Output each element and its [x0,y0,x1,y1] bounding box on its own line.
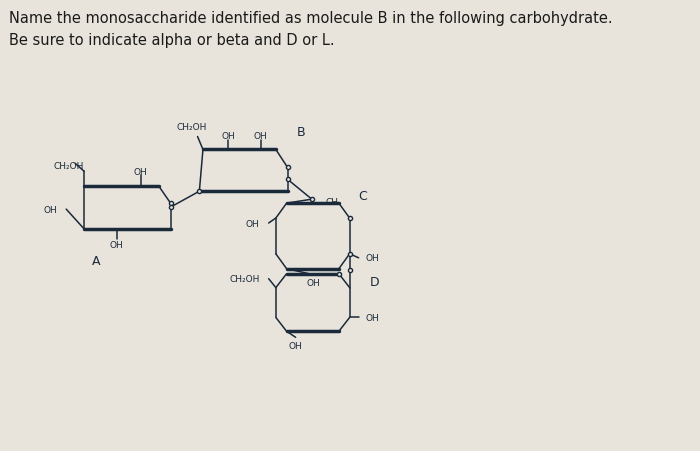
Text: OH: OH [43,205,57,214]
Text: Be sure to indicate alpha or beta and D or L.: Be sure to indicate alpha or beta and D … [8,33,334,48]
Text: OH: OH [289,341,302,350]
Text: CH₂OH: CH₂OH [230,275,260,284]
Text: OH: OH [221,132,235,141]
Text: D: D [370,276,379,289]
Text: Name the monosaccharide identified as molecule B in the following carbohydrate.: Name the monosaccharide identified as mo… [8,11,612,26]
Text: C: C [358,189,368,202]
Text: OH: OH [246,219,260,228]
Text: OH: OH [134,167,148,176]
Text: CH₂OH: CH₂OH [54,161,84,170]
Text: CH₂OH: CH₂OH [177,123,207,132]
Text: OH: OH [366,313,379,322]
Text: OH: OH [366,254,379,263]
Text: A: A [92,255,100,268]
Text: OH: OH [307,279,321,287]
Text: B: B [297,126,305,139]
Text: OH: OH [253,132,267,141]
Text: OH: OH [110,241,123,250]
Text: CH: CH [326,197,338,206]
